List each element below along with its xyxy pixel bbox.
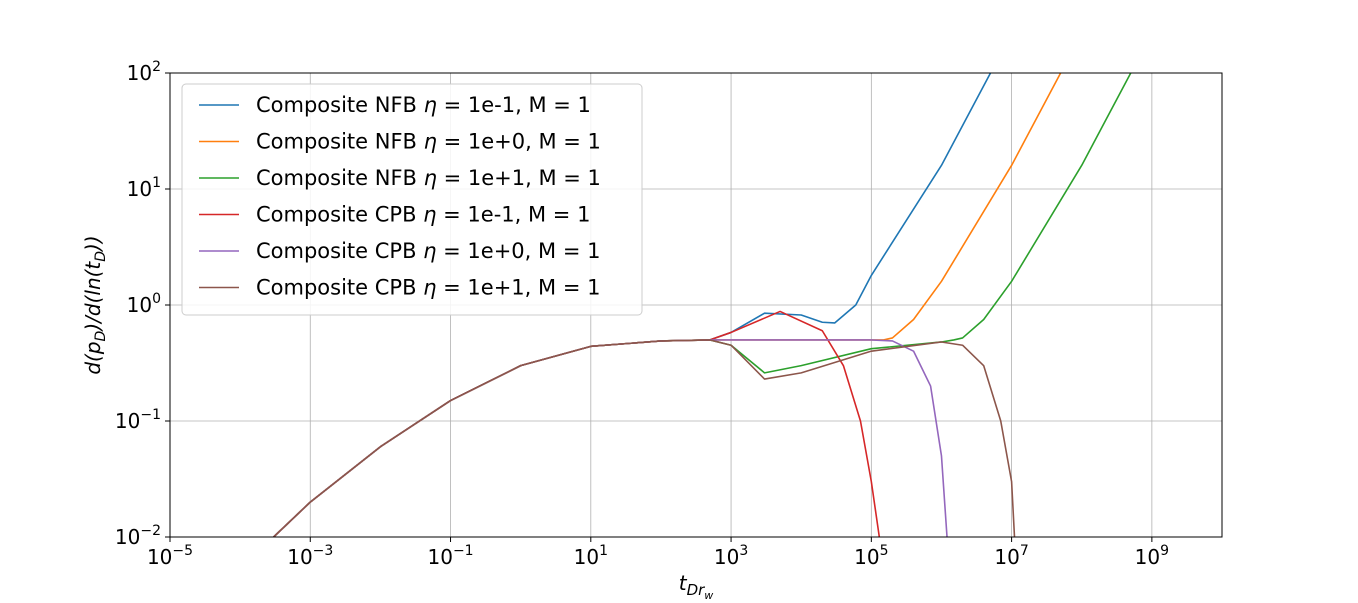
legend-label-1: Composite NFB η = 1e-1, M = 1: [256, 93, 591, 117]
x-tick-label: 101: [574, 543, 608, 569]
x-tick-label: 10−1: [427, 543, 473, 569]
x-tick-label: 105: [854, 543, 888, 569]
ticks: [165, 72, 1153, 542]
legend-label-4: Composite CPB η = 1e-1, M = 1: [256, 203, 590, 227]
x-tick-label: 109: [1135, 543, 1169, 569]
legend-label-3: Composite NFB η = 1e+1, M = 1: [256, 166, 601, 190]
legend-label-5: Composite CPB η = 1e+0, M = 1: [256, 239, 600, 263]
y-tick-label: 101: [127, 175, 161, 201]
legend-label-2: Composite NFB η = 1e+0, M = 1: [256, 130, 601, 154]
y-axis-label: d(pD)/d(ln(tD)): [81, 235, 109, 374]
y-tick-label: 10−1: [115, 407, 161, 433]
x-tick-label: 103: [714, 543, 748, 569]
tick-labels: 10−5 10−3 10−1 101 103 105 107 109 10−2 10−1 100 10…: [115, 59, 1169, 569]
series-line-6: [273, 339, 1016, 537]
x-tick-label: 10−3: [287, 543, 333, 569]
x-tick-label: 10−5: [147, 543, 193, 569]
legend-label-6: Composite CPB η = 1e+1, M = 1: [256, 276, 600, 300]
legend-box: [181, 83, 643, 316]
x-tick-label: 107: [994, 543, 1028, 569]
y-tick-label: 102: [127, 59, 161, 85]
y-tick-label: 100: [127, 291, 161, 317]
y-tick-label: 10−2: [115, 523, 161, 549]
x-axis-label: tDrw: [679, 571, 714, 602]
legend: Composite NFB η = 1e-1, M = 1 Composite N…: [181, 83, 643, 316]
series-group: [273, 73, 1132, 537]
